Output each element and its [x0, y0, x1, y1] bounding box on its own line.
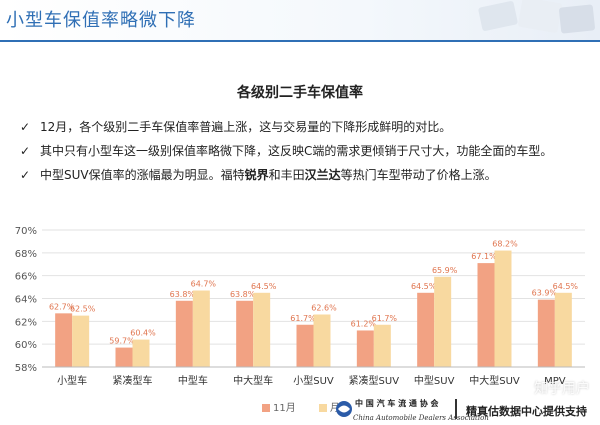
- bar-nov: [296, 324, 314, 367]
- cada-logo-icon: [336, 401, 352, 417]
- y-tick-label: 64%: [15, 295, 37, 306]
- y-tick-label: 66%: [15, 272, 37, 283]
- bullet-item: ✓ 其中只有小型车这一级别保值率略微下降，这反映C端的需求更倾销于尺寸大，功能全面…: [20, 142, 590, 166]
- data-label: 65.9%: [432, 266, 458, 275]
- bullet-bold-text: 汉兰达: [304, 168, 341, 182]
- bullet-bold-text: 锐界: [244, 168, 269, 182]
- bar-nov: [55, 313, 73, 367]
- bar-dec: [72, 315, 90, 367]
- org-name-cn: 中 国 汽 车 流 通 协 会: [355, 399, 439, 408]
- bar-dec: [434, 276, 452, 367]
- bar-nov: [175, 300, 193, 367]
- x-tick-label: 中型SUV: [414, 374, 455, 387]
- data-label: 62.7%: [49, 302, 75, 311]
- legend-item-11: 11月: [262, 403, 296, 414]
- x-tick-label: MPV: [544, 376, 566, 387]
- bullet-item: ✓ 12月，各个级别二手车保值率普遍上涨，这与交易量的下降形成鲜明的对比。: [20, 118, 590, 142]
- y-tick-label: 62%: [15, 317, 37, 328]
- bar-nov: [417, 292, 435, 367]
- data-label: 62.5%: [70, 305, 96, 314]
- data-label: 64.5%: [251, 282, 277, 291]
- footer-divider: [455, 399, 457, 419]
- bar-dec: [554, 292, 572, 367]
- page-title: 小型车保值率略微下降: [6, 10, 196, 31]
- bullet-text-part: 等热门车型带动了价格上涨。: [340, 168, 497, 182]
- data-label: 62.6%: [311, 303, 337, 312]
- y-tick-label: 58%: [15, 363, 37, 374]
- y-tick-label: 68%: [15, 249, 37, 260]
- data-label: 61.7%: [290, 314, 316, 323]
- data-label: 59.7%: [109, 337, 135, 346]
- bar-nov: [537, 299, 555, 367]
- bar-dec: [373, 324, 391, 367]
- bar-dec: [192, 290, 210, 367]
- legend-swatch: [318, 404, 327, 412]
- x-tick-label: 中大型车: [233, 374, 273, 387]
- header-decoration: [478, 0, 595, 34]
- data-label: 67.1%: [471, 252, 497, 261]
- data-label: 63.8%: [230, 290, 256, 299]
- y-tick-label: 70%: [15, 226, 37, 237]
- slide-title: 各级别二手车保值率: [237, 85, 363, 101]
- data-label: 68.2%: [492, 240, 518, 249]
- data-label: 64.5%: [411, 282, 437, 291]
- data-label: 61.2%: [351, 319, 377, 328]
- bar-dec: [253, 292, 271, 367]
- data-label: 61.7%: [372, 314, 398, 323]
- bar-dec: [132, 339, 150, 367]
- data-label: 64.5%: [553, 282, 579, 291]
- footer-credit: 精真估数据中心提供支持: [466, 405, 587, 418]
- bar-nov: [356, 330, 374, 367]
- checkmark-icon: ✓: [20, 120, 31, 134]
- header-bar: 小型车保值率略微下降: [0, 0, 600, 40]
- bar-nov: [477, 263, 495, 367]
- bullet-text: 12月，各个级别二手车保值率普遍上涨，这与交易量的下降形成鲜明的对比。: [40, 120, 452, 134]
- bar-dec: [494, 250, 512, 367]
- data-label: 64.7%: [191, 280, 217, 289]
- legend-swatch: [262, 404, 270, 412]
- header-divider: [0, 40, 600, 42]
- watermark: 知乎用户: [534, 381, 590, 397]
- x-tick-label: 小型车: [57, 374, 87, 387]
- x-tick-label: 紧凑型车: [113, 374, 153, 387]
- bar-chart: 58%60%62%64%66%68%70%62.7%62.5%小型车59.7%6…: [15, 226, 585, 387]
- org-name-en: China Automobile Dealers Association: [353, 414, 489, 422]
- data-label: 63.9%: [532, 289, 558, 298]
- data-label: 60.4%: [130, 329, 156, 338]
- bullet-text-part: 和丰田: [268, 168, 305, 182]
- legend-label: 11月: [273, 403, 296, 414]
- x-tick-label: 中型车: [178, 374, 208, 387]
- bullet-text-part: 中型SUV保值率的涨幅最为明显。福特: [40, 168, 245, 182]
- bar-nov: [115, 347, 133, 367]
- bullet-text: 中型SUV保值率的涨幅最为明显。福特锐界和丰田汉兰达等热门车型带动了价格上涨。: [40, 168, 497, 182]
- bullet-text: 其中只有小型车这一级别保值率略微下降，这反映C端的需求更倾销于尺寸大，功能全面的…: [40, 144, 553, 158]
- x-tick-label: 小型SUV: [293, 374, 334, 387]
- legend-label: 月: [329, 403, 340, 414]
- x-tick-label: 中大型SUV: [469, 374, 520, 387]
- bar-dec: [313, 314, 331, 367]
- bullet-list: ✓ 12月，各个级别二手车保值率普遍上涨，这与交易量的下降形成鲜明的对比。 ✓ 其中…: [20, 118, 590, 190]
- legend-item-12: 月: [318, 403, 340, 414]
- checkmark-icon: ✓: [20, 144, 31, 158]
- checkmark-icon: ✓: [20, 168, 31, 182]
- bar-nov: [236, 300, 254, 367]
- x-tick-label: 紧凑型SUV: [349, 374, 400, 387]
- y-tick-label: 60%: [15, 340, 37, 351]
- bullet-item: ✓ 中型SUV保值率的涨幅最为明显。福特锐界和丰田汉兰达等热门车型带动了价格上涨。: [20, 166, 590, 190]
- chart-legend: 11月 月: [262, 399, 360, 414]
- data-label: 63.8%: [170, 290, 196, 299]
